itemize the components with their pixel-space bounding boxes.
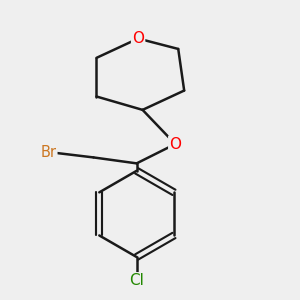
Text: O: O xyxy=(132,31,144,46)
Text: Cl: Cl xyxy=(129,273,144,288)
Text: Br: Br xyxy=(40,146,56,160)
Text: O: O xyxy=(169,136,181,152)
